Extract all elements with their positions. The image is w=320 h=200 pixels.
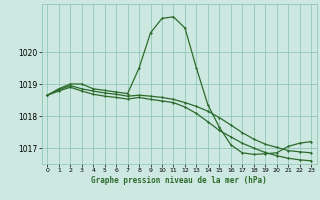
X-axis label: Graphe pression niveau de la mer (hPa): Graphe pression niveau de la mer (hPa) bbox=[91, 176, 267, 185]
